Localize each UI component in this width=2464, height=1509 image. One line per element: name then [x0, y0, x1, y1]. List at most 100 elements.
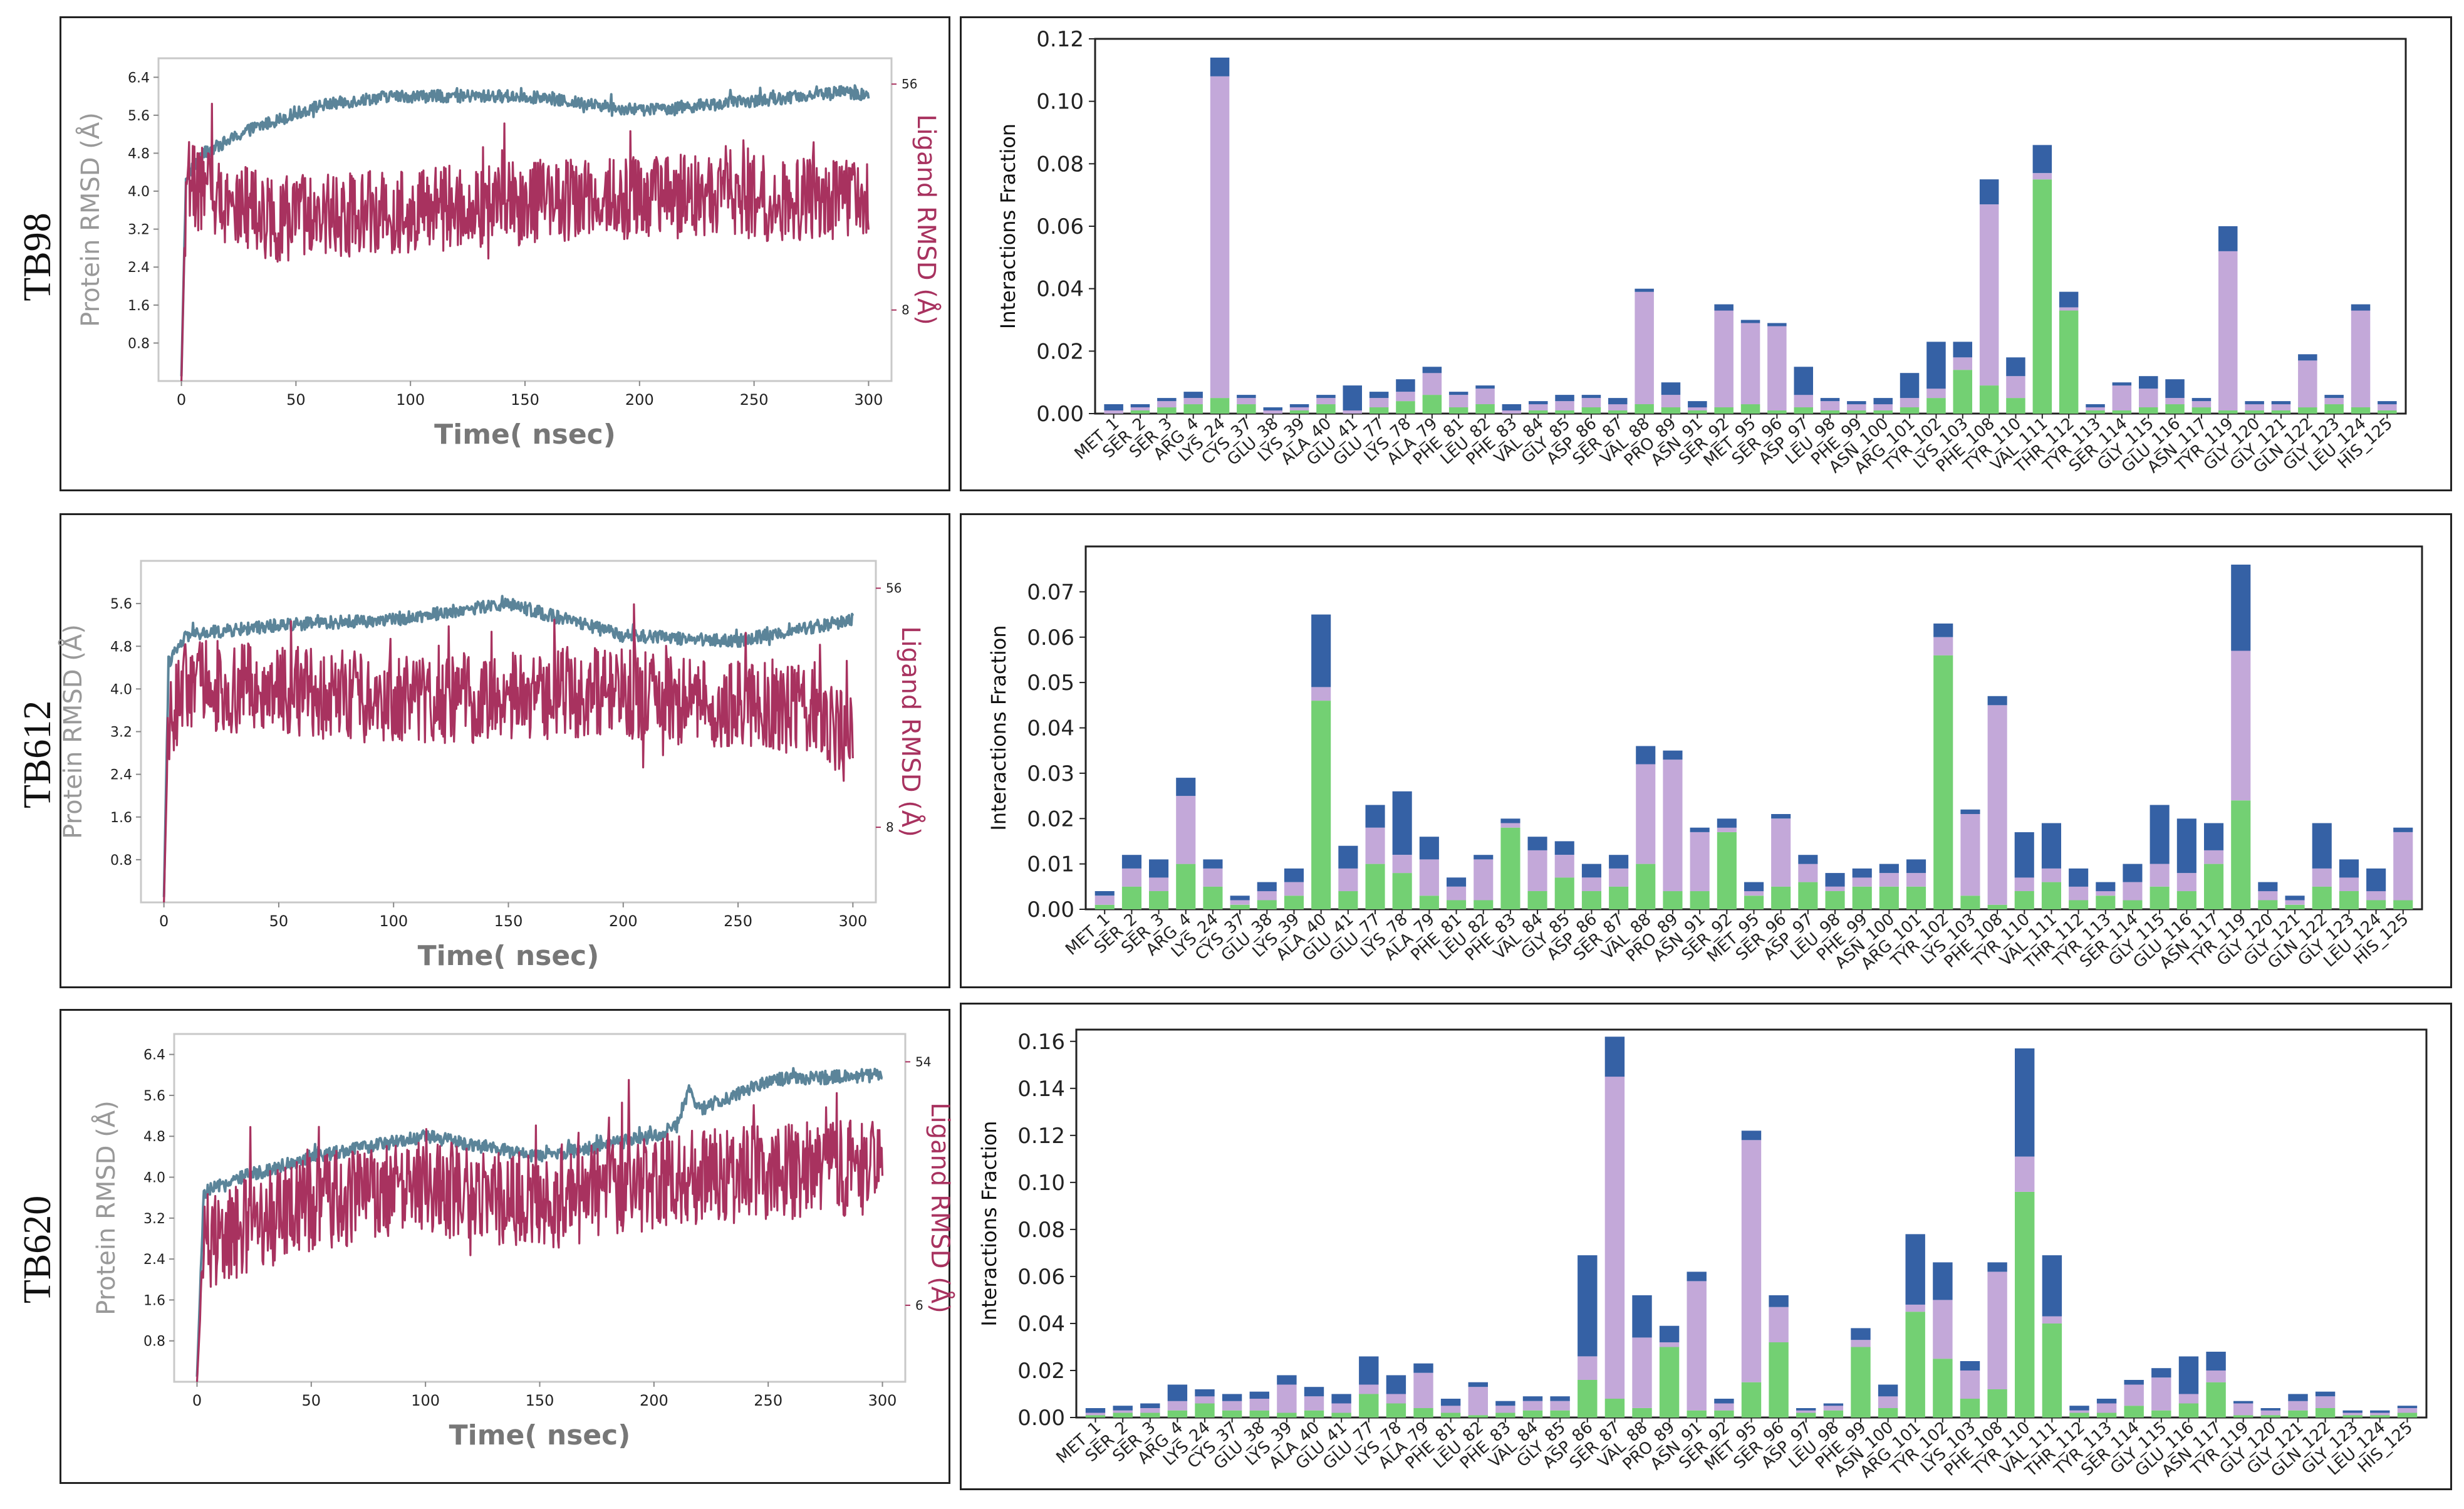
- bar-asn-100-hydrophobic: [1873, 404, 1893, 410]
- bar-ser-87-h-bonds: [1608, 410, 1628, 414]
- y-tick-label: 4.0: [128, 184, 150, 200]
- bar-lys-78-water-bridges: [1386, 1375, 1406, 1394]
- bar-leu-124-h-bonds: [2370, 1415, 2390, 1418]
- bar-ala-40-water-bridges: [1311, 614, 1331, 687]
- bar-lys-78-water-bridges: [1392, 791, 1412, 855]
- bar-phe-108-h-bonds: [1987, 904, 2007, 909]
- x-tick-label: 50: [269, 912, 289, 930]
- bar-phe-108-hydrophobic: [1979, 204, 1999, 386]
- bar-ser-92-h-bonds: [1714, 407, 1734, 414]
- bar-gly-120-h-bonds: [2258, 900, 2278, 909]
- bar-thr-112-hydrophobic: [2069, 1410, 2089, 1413]
- bar-asn-91-water-bridges: [1690, 827, 1710, 832]
- y-tick-label: 0.8: [128, 336, 150, 352]
- bar-ser-87-h-bonds: [1609, 886, 1629, 909]
- bar-val-111-h-bonds: [2042, 1323, 2062, 1418]
- bar-phe-108-h-bonds: [1987, 1389, 2007, 1418]
- bar-leu-82-h-bonds: [1468, 1415, 1488, 1418]
- x-axis-label: Time( nsec): [434, 419, 616, 451]
- bar-tyr-119-hydrophobic: [2233, 1403, 2253, 1416]
- bar-lys-39-h-bonds: [1277, 1412, 1297, 1418]
- bar-his-125-h-bonds: [2397, 1412, 2418, 1418]
- y-tick-label: 1.6: [110, 810, 132, 826]
- bar-gly-121-hydrophobic: [2288, 1401, 2308, 1411]
- x-tick-label: 200: [625, 391, 654, 409]
- bar-his-125-hydrophobic: [2397, 1408, 2418, 1413]
- bar-ser-96-hydrophobic: [1769, 1307, 1789, 1342]
- bar-glu-38-water-bridges: [1257, 882, 1277, 892]
- bar-phe-99-h-bonds: [1851, 1347, 1871, 1418]
- bar-ser-3-water-bridges: [1157, 398, 1177, 402]
- bar-val-111-hydrophobic: [2041, 868, 2061, 882]
- bar-gly-120-h-bonds: [2245, 410, 2264, 414]
- bar-met-95-h-bonds: [1741, 1382, 1762, 1418]
- bar-thr-112-hydrophobic: [2059, 307, 2079, 311]
- bar-gln-122-hydrophobic: [2315, 1396, 2336, 1408]
- bar-phe-99-hydrophobic: [1851, 1340, 1871, 1347]
- bar-arg-101-h-bonds: [1900, 407, 1920, 414]
- bar-ala-79-water-bridges: [1419, 837, 1439, 860]
- bar-ala-79-hydrophobic: [1413, 1372, 1433, 1408]
- bar-asp-86-h-bonds: [1578, 1380, 1598, 1418]
- bar-gly-85-water-bridges: [1554, 841, 1574, 855]
- y-tick-label: 0.06: [1027, 625, 1074, 650]
- bar-ser-114-water-bridges: [2123, 864, 2143, 882]
- bar-leu-98-h-bonds: [1823, 1410, 1844, 1418]
- bar-glu-41-hydrophobic: [1331, 1403, 1351, 1413]
- bar-ser-3-hydrophobic: [1140, 1408, 1160, 1413]
- bar-tyr-113-h-bonds: [2096, 1412, 2117, 1418]
- bar-asn-100-water-bridges: [1879, 864, 1899, 874]
- y-tick-label: 4.0: [143, 1171, 165, 1186]
- y-tick-label: 0.12: [1017, 1124, 1065, 1149]
- bar-gly-121-water-bridges: [2271, 401, 2291, 405]
- bar-lys-103-h-bonds: [1953, 370, 1972, 414]
- bar-asn-117-h-bonds: [2204, 864, 2224, 909]
- bar-glu-116-h-bonds: [2165, 404, 2185, 414]
- bar-asn-117-water-bridges: [2206, 1352, 2226, 1371]
- y-tick-label: 0.02: [1036, 339, 1084, 364]
- bar-lys-78-hydrophobic: [1396, 392, 1415, 402]
- bar-lys-39-water-bridges: [1289, 404, 1309, 407]
- bar-ser-96-hydrophobic: [1767, 326, 1787, 410]
- bar-his-125-hydrophobic: [2378, 404, 2397, 410]
- bar-lys-39-hydrophobic: [1284, 882, 1304, 896]
- y-tick-label: 0.00: [1036, 402, 1084, 427]
- bar-glu-77-hydrophobic: [1365, 827, 1385, 864]
- bar-asp-97-hydrophobic: [1794, 395, 1813, 407]
- bar-phe-83-hydrophobic: [1495, 1406, 1515, 1413]
- x-tick-label: 250: [740, 391, 769, 409]
- bar-lys-24-water-bridges: [1210, 57, 1230, 76]
- bar-cys-37-h-bonds: [1230, 904, 1250, 909]
- bar-phe-81-water-bridges: [1440, 1399, 1461, 1406]
- x-tick-label: 100: [379, 912, 408, 930]
- bar-glu-116-hydrophobic: [2176, 873, 2196, 892]
- bar-lys-39-hydrophobic: [1277, 1384, 1297, 1413]
- x-tick-label: 0: [192, 1392, 202, 1409]
- bar-ala-40-hydrophobic: [1316, 398, 1336, 405]
- bar-ala-79-h-bonds: [1422, 395, 1442, 414]
- bar-leu-82-h-bonds: [1475, 404, 1495, 414]
- bar-gln-122-h-bonds: [2298, 407, 2317, 414]
- bar-glu-116-water-bridges: [2178, 1356, 2199, 1394]
- bar-val-84-water-bridges: [1529, 401, 1548, 405]
- bar-arg-4-water-bridges: [1176, 778, 1196, 796]
- bar-tyr-110-hydrophobic: [2006, 376, 2025, 399]
- bar-ala-40-hydrophobic: [1304, 1396, 1324, 1411]
- bar-lys-103-h-bonds: [1960, 1399, 1980, 1418]
- bar-ala-40-h-bonds: [1311, 701, 1331, 909]
- bar-tyr-110-h-bonds: [2015, 1191, 2035, 1418]
- bar-plot-frame: [1084, 545, 2423, 911]
- y-tick-label: 6.4: [128, 70, 150, 86]
- bar-asp-97-hydrophobic: [1798, 864, 1818, 882]
- bar-asn-91-h-bonds: [1690, 891, 1710, 909]
- bar-arg-4-h-bonds: [1176, 864, 1196, 909]
- bar-phe-108-water-bridges: [1987, 696, 2007, 706]
- bar-ser-87-hydrophobic: [1608, 404, 1628, 410]
- right-tick-label: 56: [886, 581, 902, 596]
- bar-val-88-h-bonds: [1635, 404, 1654, 414]
- bar-gly-115-h-bonds: [2150, 886, 2170, 909]
- y-tick-label: 0.14: [1017, 1077, 1065, 1102]
- x-tick-label: 300: [868, 1392, 897, 1409]
- bar-phe-83-h-bonds: [1500, 827, 1521, 909]
- bar-tyr-110-h-bonds: [2006, 398, 2025, 414]
